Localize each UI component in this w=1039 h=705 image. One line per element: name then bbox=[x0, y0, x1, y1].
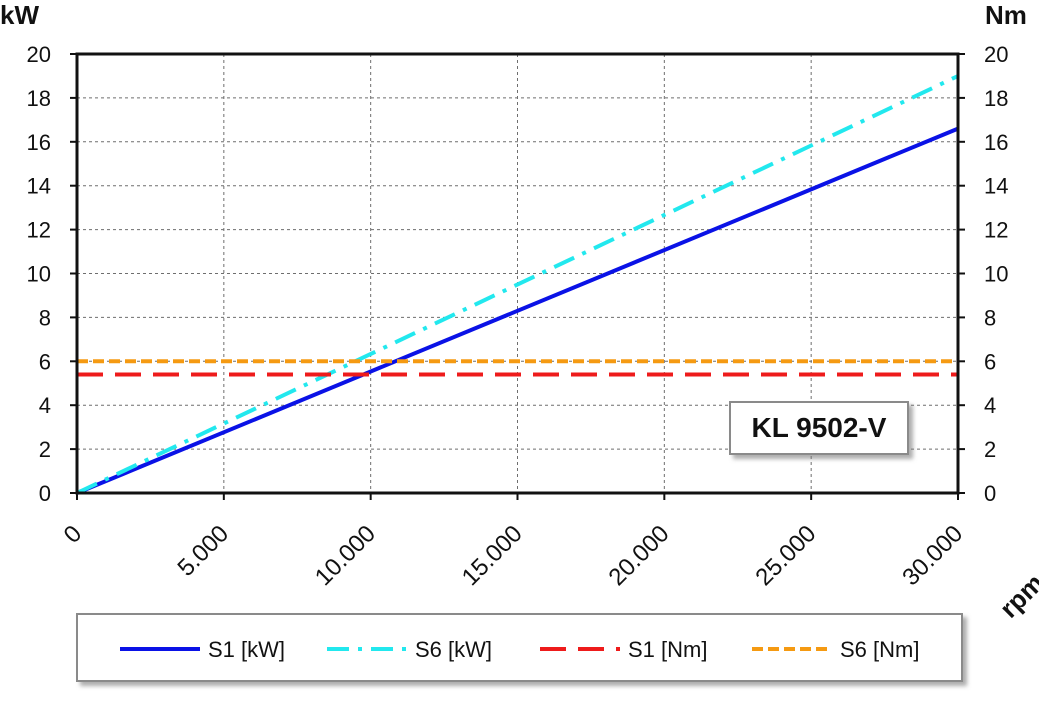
y-right-tick-label: 12 bbox=[984, 218, 1008, 243]
y-right-unit-label: Nm bbox=[985, 0, 1027, 30]
legend: S1 [kW] S6 [kW] S1 [Nm] S6 [Nm] bbox=[76, 613, 963, 682]
y-right-tick-label: 0 bbox=[984, 481, 996, 506]
x-tick-label: 5.000 bbox=[173, 520, 235, 582]
y-left-tick-label: 4 bbox=[39, 393, 51, 418]
y-right-tick-label: 18 bbox=[984, 86, 1008, 111]
y-left-tick-label: 0 bbox=[39, 481, 51, 506]
y-left-tick-label: 18 bbox=[27, 86, 51, 111]
x-tick-label: 0 bbox=[59, 520, 88, 549]
model-label-box: KL 9502-V bbox=[729, 401, 909, 455]
x-axis-ticks: 0 5.000 10.000 15.000 20.000 25.000 30.000 bbox=[59, 493, 968, 591]
series-lines bbox=[76, 74, 959, 495]
x-tick-label: 10.000 bbox=[310, 520, 381, 591]
y-right-tick-label: 6 bbox=[984, 349, 996, 374]
x-unit-label: rpm bbox=[994, 568, 1039, 624]
y-right-tick-label: 10 bbox=[984, 262, 1008, 287]
y-right-tick-label: 4 bbox=[984, 393, 996, 418]
legend-label: S6 [Nm] bbox=[840, 637, 919, 662]
series-line bbox=[76, 126, 959, 495]
y-left-tick-label: 16 bbox=[27, 130, 51, 155]
x-tick-label: 25.000 bbox=[750, 520, 821, 591]
y-right-tick-label: 20 bbox=[984, 42, 1008, 67]
y-right-tick-label: 2 bbox=[984, 437, 996, 462]
series-line bbox=[76, 74, 959, 495]
x-tick-label: 30.000 bbox=[897, 520, 968, 591]
y-left-tick-label: 14 bbox=[27, 174, 51, 199]
y-left-tick-label: 2 bbox=[39, 437, 51, 462]
y-right-axis-ticks: 0 2 4 6 8 10 12 14 16 18 20 bbox=[958, 42, 1008, 506]
x-tick-label: 15.000 bbox=[457, 520, 528, 591]
y-right-tick-label: 16 bbox=[984, 130, 1008, 155]
y-right-tick-label: 8 bbox=[984, 305, 996, 330]
y-left-tick-label: 6 bbox=[39, 349, 51, 374]
y-left-tick-label: 20 bbox=[27, 42, 51, 67]
y-left-tick-label: 8 bbox=[39, 305, 51, 330]
model-label: KL 9502-V bbox=[752, 412, 887, 443]
legend-box bbox=[76, 613, 963, 682]
legend-label: S1 [Nm] bbox=[628, 637, 707, 662]
legend-label: S6 [kW] bbox=[415, 637, 492, 662]
plot-frame bbox=[75, 52, 960, 495]
legend-label: S1 [kW] bbox=[208, 637, 285, 662]
x-tick-label: 20.000 bbox=[604, 520, 675, 591]
y-left-tick-label: 10 bbox=[27, 262, 51, 287]
y-left-unit-label: kW bbox=[0, 0, 39, 30]
legend-items: S1 [kW] S6 [kW] S1 [Nm] S6 [Nm] bbox=[120, 637, 919, 662]
y-left-axis-ticks: 0 2 4 6 8 10 12 14 16 18 20 bbox=[27, 42, 77, 506]
y-right-tick-label: 14 bbox=[984, 174, 1008, 199]
y-left-tick-label: 12 bbox=[27, 218, 51, 243]
